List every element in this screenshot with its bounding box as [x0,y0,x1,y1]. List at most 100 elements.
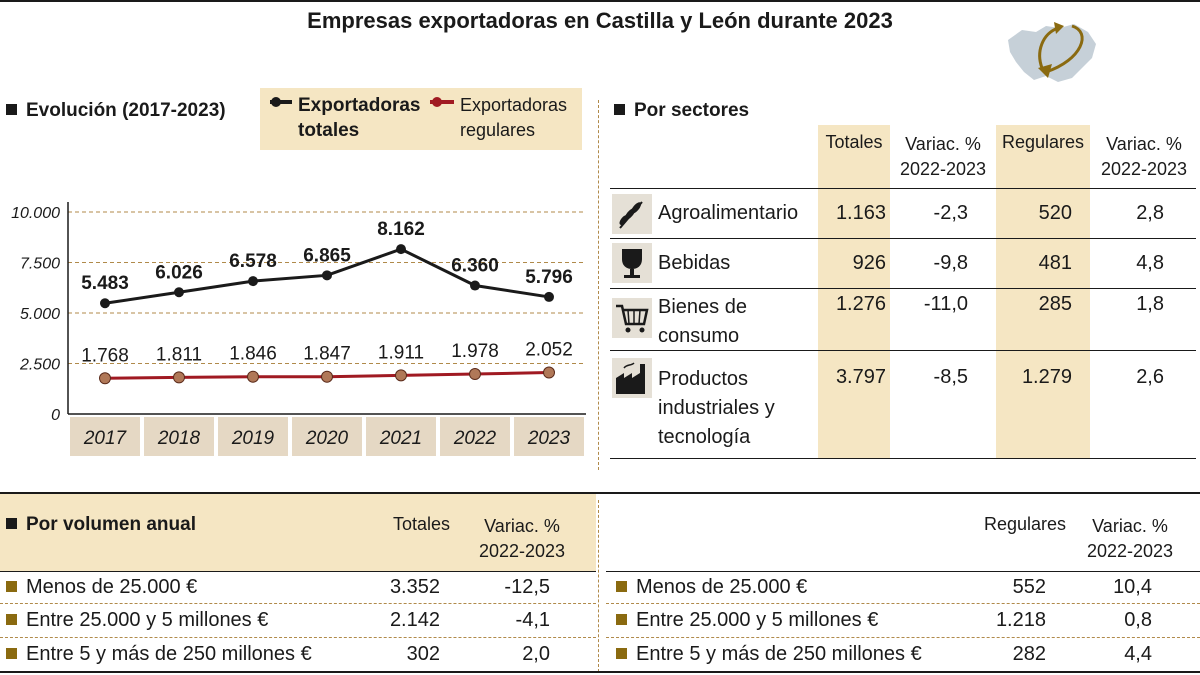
volumen-right-row: Entre 25.000 y 5 millones € [616,609,878,632]
wheat-icon [619,201,643,229]
data-label-regulares: 1.811 [156,344,202,365]
volumen-title: Por volumen anual [6,514,196,536]
factory-icon [616,362,645,394]
data-label-regulares: 1.847 [303,344,351,365]
x-category-box [440,417,510,456]
sector-totales: 3.797 [835,366,886,388]
col-bg-totales [818,125,890,458]
data-point-totales [322,270,332,281]
top-rule [0,0,1200,2]
legend-line-totales [270,97,292,107]
sector-variac2: 2,6 [1136,366,1164,388]
data-point-regulares [99,372,111,385]
sectores-header-totales: Totales [825,132,883,152]
data-point-regulares [247,370,259,383]
cup-icon [622,249,642,278]
bullet-square [616,581,627,592]
volumen-right-value: 282 [1012,643,1046,665]
volumen-left-variac: -4,1 [515,609,550,631]
data-point-regulares [173,371,185,384]
x-tick-label: 2018 [157,428,201,449]
volumen-header-regulares: Regulares [983,514,1066,534]
bullet-square [6,581,17,592]
sector-variac2: 2,8 [1136,202,1164,224]
volumen-title-text: Por volumen anual [26,514,196,535]
vertical-divider [598,100,599,470]
data-label-regulares: 1.978 [451,341,499,362]
x-tick-label: 2023 [527,428,571,449]
y-tick-label: 5.000 [20,306,60,323]
sectores-rule [610,458,1196,459]
legend-line-regulares [430,97,454,107]
volumen-header-totales: Totales [392,514,450,534]
sector-totales: 1.163 [835,202,886,224]
data-label-totales: 5.796 [525,267,573,288]
volumen-row-label: Entre 5 y más de 250 millones € [636,643,922,665]
volumen-right-variac: 10,4 [1113,576,1152,598]
volumen-row-label: Menos de 25.000 € [26,576,198,598]
volumen-right-variac: 0,8 [1124,609,1152,631]
volumen-left-value: 302 [406,643,440,665]
sectores-rule [610,188,1196,189]
x-category-box [366,417,436,456]
sector-label: Productos industriales y tecnología [658,368,775,448]
sectores-rule [610,288,1196,289]
data-label-totales: 5.483 [81,273,129,294]
volumen-row-rule [0,637,596,638]
sectores-header-variac1: Variac. % 2022-2023 [899,134,987,179]
sector-variac1: -8,5 [933,366,968,388]
sector-variac1: -9,8 [933,252,968,274]
data-point-totales [396,244,406,255]
data-label-totales: 6.578 [229,251,277,272]
volumen-row-label: Entre 25.000 y 5 millones € [636,609,879,631]
bullet-square [616,648,627,659]
volumen-header-variac-right: Variac. % 2022-2023 [1086,516,1174,561]
legend-label-regulares: Exportadoras regulares [460,95,568,140]
volumen-left-value: 3.352 [389,576,440,598]
volumen-top-rule [0,492,1200,494]
bullet-square [6,648,17,659]
data-point-totales [174,287,184,298]
volumen-left-value: 2.142 [389,609,440,631]
volumen-left-row: Menos de 25.000 € [6,576,197,599]
col-bg-regulares [996,125,1090,458]
data-point-totales [544,291,554,302]
volumen-rule [606,571,1200,572]
sector-label: Bebidas [658,252,731,274]
data-label-regulares: 1.768 [81,345,129,366]
y-tick-label: 0 [51,407,60,424]
data-label-totales: 6.026 [155,262,203,283]
volumen-row-rule [0,603,596,604]
x-category-box [514,417,584,456]
x-category-box [144,417,214,456]
page-title: Empresas exportadoras en Castilla y León… [307,8,893,33]
data-point-regulares [395,369,407,382]
y-tick-label: 7.500 [20,256,60,273]
y-tick-label: 10.000 [11,205,60,222]
volumen-left-row: Entre 5 y más de 250 millones € [6,643,312,666]
volumen-right-row: Menos de 25.000 € [616,576,807,599]
sector-totales: 1.276 [835,293,886,315]
x-category-box [292,417,362,456]
sector-label: Bienes de consumo [658,296,747,347]
volumen-row-label: Entre 25.000 y 5 millones € [26,609,269,631]
sectores-rule [610,350,1196,351]
volumen-right-value: 552 [1012,576,1046,598]
volumen-left-variac: 2,0 [522,643,550,665]
volumen-row-rule [606,637,1200,638]
volumen-header-variac: Variac. % 2022-2023 [478,516,566,561]
sector-variac1: -2,3 [933,202,968,224]
data-label-totales: 8.162 [377,219,425,240]
data-label-totales: 6.360 [451,256,499,277]
sectores-title-text: Por sectores [634,100,750,121]
volumen-left-variac: -12,5 [504,576,550,598]
sector-regulares: 285 [1038,293,1072,315]
sectores-header-regulares: Regulares [1001,132,1085,152]
bullet-square [616,614,627,625]
legend-box [260,88,582,150]
volumen-left-row: Entre 25.000 y 5 millones € [6,609,268,632]
castilla-leon-map-icon [1008,22,1096,82]
bullet-square [6,104,17,115]
sector-variac2: 4,8 [1136,252,1164,274]
x-tick-label: 2021 [379,428,422,449]
